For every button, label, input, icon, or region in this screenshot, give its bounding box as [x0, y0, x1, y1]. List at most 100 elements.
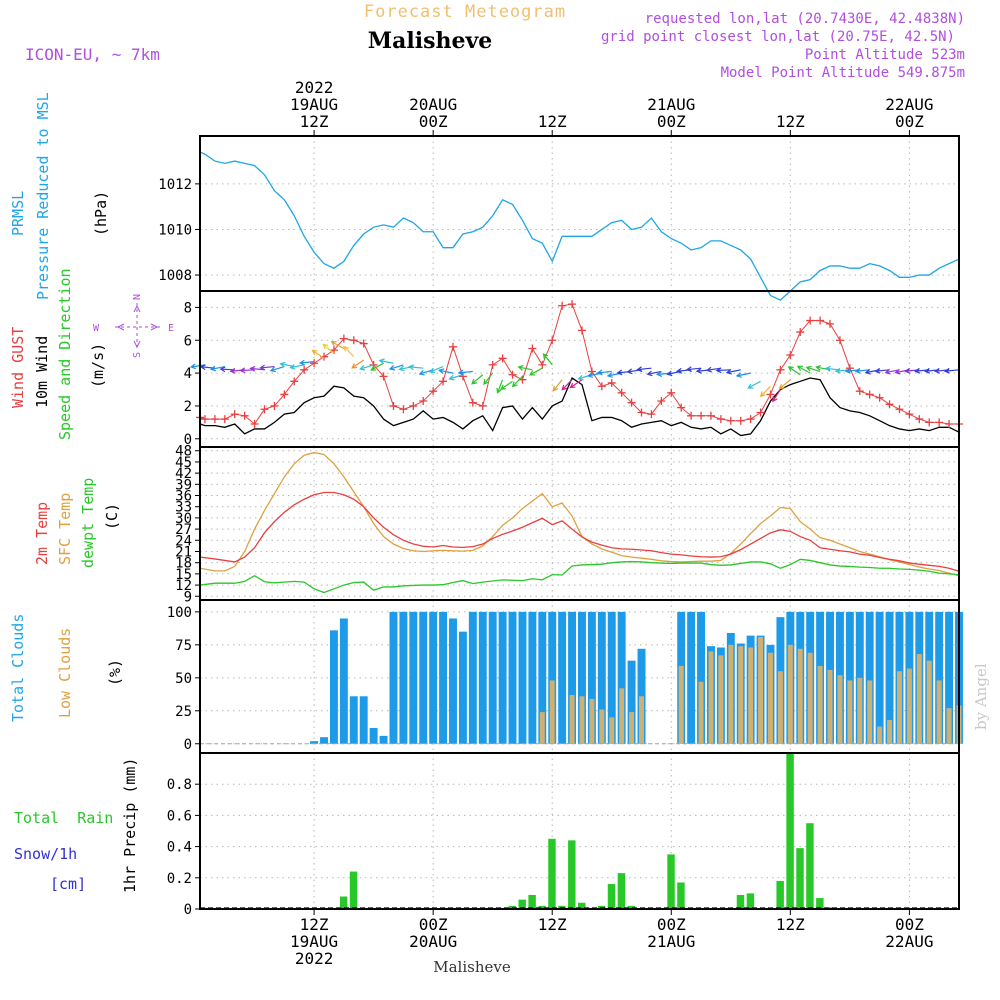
wind-direction-arrow — [511, 375, 523, 388]
low-clouds-bar — [926, 660, 932, 744]
gust-marker — [855, 387, 864, 396]
total-clouds-bar — [320, 737, 328, 744]
total-clouds-bar — [597, 611, 606, 744]
gust-marker — [647, 410, 656, 419]
low-clouds-bar — [758, 636, 764, 744]
pressure-label-prmsl: PRMSL — [9, 191, 27, 236]
low-clouds-bar — [768, 652, 773, 744]
y-tick-label: 6 — [184, 333, 192, 349]
compass-rose: N S W E — [93, 294, 174, 358]
wind-direction-arrow — [330, 341, 345, 350]
low-clouds-bar — [946, 708, 952, 744]
total-clouds-bar — [945, 611, 954, 744]
total-clouds-bar — [875, 611, 884, 744]
total-clouds-bar — [389, 611, 398, 744]
wind-direction-arrow — [778, 379, 791, 390]
gust-marker — [468, 398, 477, 407]
watermark: by Angel — [972, 663, 990, 730]
y-tick-label: 45 — [175, 455, 192, 471]
wind-direction-arrow — [747, 380, 761, 389]
y-tick-label: 0 — [184, 902, 192, 918]
gust-marker — [796, 328, 805, 337]
gust-marker — [458, 372, 467, 381]
low-clouds-bar — [718, 655, 724, 744]
time-label-bottom: 12Z — [300, 915, 329, 934]
gust-marker — [389, 401, 398, 410]
gust-marker — [339, 334, 348, 343]
y-tick-label: 0 — [184, 737, 192, 753]
series-line-prmsl — [199, 151, 960, 301]
wind-direction-arrow — [874, 367, 890, 374]
total-clouds-bar — [339, 618, 348, 744]
low-clouds-bar — [678, 665, 684, 744]
panel-4: 0 0.2 0.4 0.6 0.8 — [167, 753, 959, 918]
rain-bar — [677, 882, 685, 909]
panel-1: 0 2 4 6 8 — [184, 291, 963, 448]
low-clouds-bar — [539, 712, 545, 744]
wind-gust-label: Wind GUST — [9, 327, 27, 408]
low-clouds-bar — [906, 668, 912, 744]
low-clouds-bar — [748, 647, 754, 744]
wind-direction-arrow — [735, 372, 751, 378]
low-clouds-bar — [827, 669, 833, 744]
total-clouds-bar — [508, 611, 517, 744]
gust-marker — [270, 401, 279, 410]
wind-direction-arrow — [189, 363, 206, 370]
gust-marker — [627, 398, 636, 407]
wind-direction-arrow — [499, 380, 513, 390]
total-clouds-bar — [458, 631, 467, 744]
time-label-bottom: 20AUG — [409, 932, 457, 951]
total-clouds-bar — [349, 696, 358, 744]
low-clouds-bar — [609, 717, 615, 744]
y-tick-label: 27 — [175, 522, 192, 538]
gust-marker — [905, 410, 914, 419]
precip-axis-label: 1hr Precip (mm) — [121, 758, 139, 893]
y-tick-label: 30 — [175, 511, 192, 527]
wind-direction-arrow — [351, 359, 365, 369]
y-tick-label: 8 — [184, 300, 192, 316]
gust-marker — [250, 420, 259, 429]
total-clouds-bar — [478, 611, 487, 744]
wind-direction-arrow — [636, 366, 652, 373]
total-clouds-bar — [359, 696, 368, 744]
total-clouds-bar — [310, 741, 319, 744]
gust-marker — [280, 390, 289, 399]
wind-direction-arrow — [854, 367, 870, 374]
total-clouds-bar — [637, 648, 646, 744]
wind-direction-arrow — [772, 389, 781, 403]
y-tick-label: 4 — [184, 366, 192, 382]
panel-0: 1008 1010 1012 — [158, 136, 960, 301]
wind-direction-arrow — [483, 372, 494, 386]
panel-frame — [199, 752, 960, 910]
gust-marker — [776, 365, 785, 374]
y-tick-label: 1008 — [158, 268, 192, 284]
wind-direction-arrow — [685, 366, 702, 373]
wind-direction-arrow — [517, 364, 533, 371]
rain-bar — [548, 838, 556, 909]
rain-bar — [349, 871, 358, 909]
wind-direction-arrow — [438, 368, 454, 375]
total-clouds-bar — [329, 630, 338, 744]
wind-direction-arrow — [269, 365, 285, 373]
wind-direction-arrow — [884, 368, 900, 375]
gust-marker — [617, 388, 626, 397]
clouds-unit: (%) — [106, 659, 124, 686]
wind-10m-label: 10m Wind — [33, 336, 51, 408]
total-clouds-bar — [439, 611, 448, 744]
y-tick-label: 75 — [175, 638, 192, 654]
rain-bar — [627, 905, 636, 909]
gust-marker — [300, 365, 309, 374]
wind-direction-arrow — [725, 368, 741, 375]
time-label-bottom: 21AUG — [647, 932, 695, 951]
wind-direction-arrow — [259, 364, 275, 371]
wind-direction-arrow — [311, 349, 325, 359]
gust-marker — [726, 416, 735, 425]
gust-marker — [865, 390, 874, 399]
low-clouds-bar — [936, 680, 942, 744]
gust-marker — [875, 393, 884, 402]
low-clouds-bar — [797, 648, 803, 744]
wind-direction-arrow — [249, 365, 265, 372]
rain-bar — [617, 873, 626, 909]
bottom-location: Malisheve — [433, 958, 511, 976]
time-label-bottom: 00Z — [419, 915, 448, 934]
